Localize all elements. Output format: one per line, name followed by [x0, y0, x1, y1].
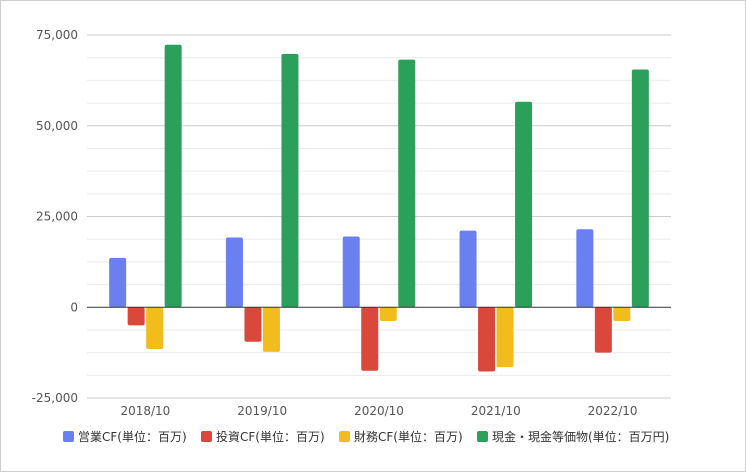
bar	[109, 257, 127, 308]
x-axis-ticks: 2018/10 2019/10 2020/10 2021/10 2022/10	[120, 404, 637, 418]
legend-label: 現金・現金等価物(単位：百万円)	[492, 429, 669, 444]
bar	[515, 101, 533, 308]
y-tick-label: 50,000	[36, 119, 78, 133]
bar	[281, 53, 299, 308]
legend-swatch	[63, 431, 74, 442]
gridlines	[87, 34, 671, 399]
bars	[109, 44, 649, 372]
legend: 営業CF(単位：百万) 投資CF(単位：百万) 財務CF(単位：百万) 現金・現金等価…	[63, 429, 669, 444]
bar	[262, 307, 280, 352]
legend-label: 財務CF(単位：百万)	[354, 429, 463, 444]
legend-item[interactable]: 財務CF(単位：百万)	[339, 429, 463, 444]
y-tick-label: 0	[70, 300, 78, 314]
y-tick-label: 25,000	[36, 210, 78, 224]
legend-item[interactable]: 投資CF(単位：百万)	[201, 429, 325, 444]
y-tick-label: 75,000	[36, 28, 78, 42]
bar	[146, 307, 164, 349]
legend-swatch	[201, 431, 212, 442]
bar	[342, 236, 360, 308]
bar	[576, 229, 594, 308]
legend-label: 営業CF(単位：百万)	[78, 429, 187, 444]
bar	[225, 237, 243, 308]
legend-item[interactable]: 現金・現金等価物(単位：百万円)	[477, 429, 669, 444]
x-tick-label: 2022/10	[588, 404, 638, 418]
legend-label: 投資CF(単位：百万)	[216, 429, 325, 444]
x-tick-label: 2018/10	[120, 404, 170, 418]
bar	[496, 307, 514, 368]
bar	[379, 307, 397, 322]
legend-swatch	[477, 431, 488, 442]
bar	[398, 59, 416, 308]
bar	[631, 69, 649, 308]
bar	[127, 307, 145, 326]
y-axis-ticks: -25,000 0 25,000 50,000 75,000	[32, 28, 78, 405]
bar	[164, 44, 182, 308]
x-tick-label: 2020/10	[354, 404, 404, 418]
bar	[244, 307, 262, 342]
legend-item[interactable]: 営業CF(単位：百万)	[63, 429, 187, 444]
x-tick-label: 2019/10	[237, 404, 287, 418]
bar	[594, 307, 612, 353]
y-tick-label: -25,000	[32, 391, 78, 405]
bar	[361, 307, 379, 371]
x-tick-label: 2021/10	[471, 404, 521, 418]
legend-swatch	[339, 431, 350, 442]
bar	[613, 307, 631, 322]
bar	[478, 307, 496, 372]
bar	[459, 230, 477, 308]
